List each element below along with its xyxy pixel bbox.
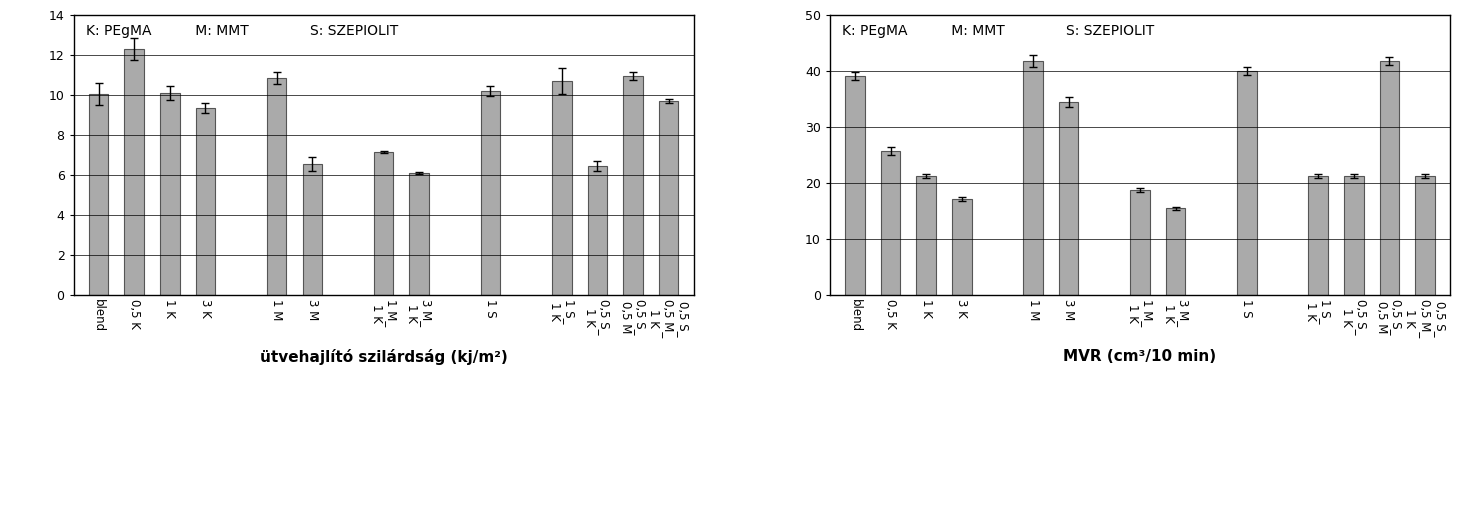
- Text: K: PEgMA          M: MMT              S: SZEPIOLIT: K: PEgMA M: MMT S: SZEPIOLIT: [842, 24, 1154, 38]
- Bar: [659, 101, 679, 295]
- Bar: [552, 81, 571, 295]
- Bar: [623, 76, 643, 295]
- Bar: [1023, 61, 1042, 295]
- Bar: [1415, 176, 1435, 295]
- Bar: [160, 93, 180, 295]
- Bar: [88, 94, 109, 295]
- Bar: [1309, 176, 1328, 295]
- Bar: [587, 166, 606, 295]
- Bar: [196, 108, 215, 295]
- Bar: [845, 76, 864, 295]
- Bar: [1236, 71, 1257, 295]
- X-axis label: MVR (cm³/10 min): MVR (cm³/10 min): [1063, 349, 1216, 364]
- Bar: [409, 173, 428, 295]
- Bar: [481, 91, 500, 295]
- Bar: [952, 199, 972, 295]
- Bar: [1130, 190, 1150, 295]
- Bar: [1379, 61, 1400, 295]
- Bar: [917, 176, 936, 295]
- Text: K: PEgMA          M: MMT              S: SZEPIOLIT: K: PEgMA M: MMT S: SZEPIOLIT: [85, 24, 399, 38]
- Bar: [266, 78, 287, 295]
- Bar: [1166, 209, 1185, 295]
- Bar: [1344, 176, 1363, 295]
- Bar: [303, 164, 322, 295]
- Bar: [374, 152, 393, 295]
- Bar: [1058, 102, 1079, 295]
- Bar: [124, 49, 144, 295]
- Bar: [880, 151, 901, 295]
- X-axis label: ütvehajlító szilárdság (kj/m²): ütvehajlító szilárdság (kj/m²): [259, 349, 508, 365]
